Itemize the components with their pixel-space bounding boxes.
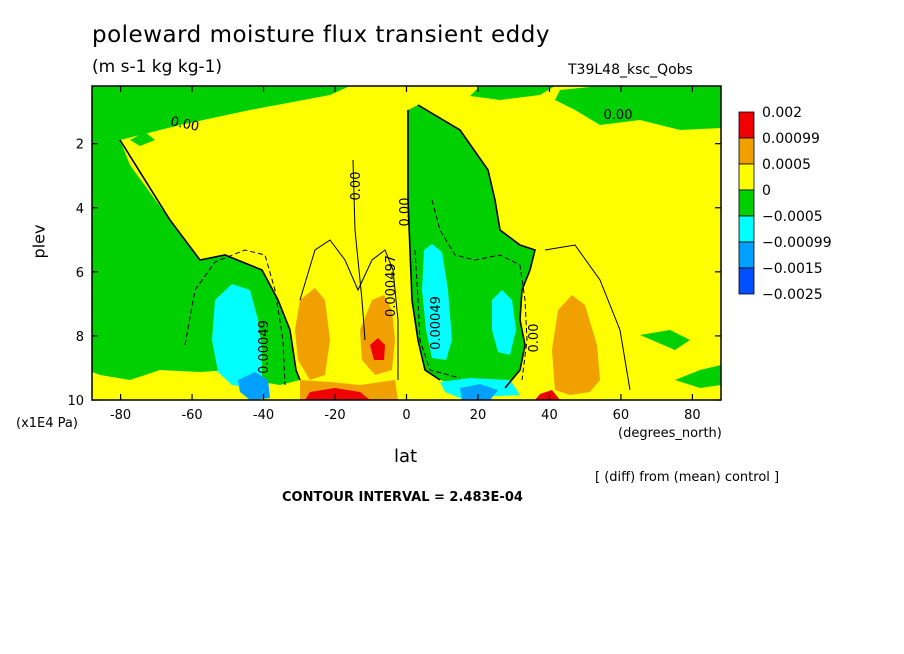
fill-green-right-edge — [640, 330, 690, 350]
x-axis-units: (degrees_north) — [618, 426, 722, 441]
contour-fill-layer — [92, 86, 721, 400]
x-tick-label: 40 — [541, 408, 558, 423]
x-tick-label: 60 — [613, 408, 630, 423]
run-label: T39L48_ksc_Qobs — [568, 62, 693, 78]
fill-red-south-core — [370, 338, 385, 360]
fill-cyan-north-a — [422, 244, 452, 360]
colorbar-swatch — [738, 163, 755, 191]
colorbar-swatch — [738, 137, 755, 165]
colorbar-swatch — [738, 215, 755, 243]
contour-line-neg-eq — [414, 249, 461, 379]
x-tick-label: 20 — [470, 408, 487, 423]
fill-green-top-right — [555, 86, 721, 130]
colorbar-label: −0.0015 — [762, 261, 823, 277]
fill-orange-south-b — [360, 295, 395, 375]
contour-label: 0.00 — [169, 114, 200, 135]
colorbar-swatch — [738, 111, 755, 139]
fill-green-north-patch — [675, 365, 721, 388]
contour-label: 0.00 — [527, 324, 542, 353]
colorbar-label: −0.0025 — [762, 287, 823, 303]
x-axis: -80 -60 -40 -20 0 20 40 60 80 — [110, 86, 701, 423]
fill-blue-south — [238, 372, 270, 400]
colorbar-label: 0.00099 — [762, 131, 820, 147]
x-tick-label: -60 — [181, 408, 202, 423]
fill-cyan-north-b — [492, 290, 516, 355]
y-axis-units: (x1E4 Pa) — [16, 416, 78, 431]
x-tick-label: -20 — [324, 408, 345, 423]
contour-line-neg-north — [431, 199, 528, 381]
contour-label: 0.00 — [398, 198, 413, 227]
contour-label: 0.00049 — [257, 320, 272, 374]
contour-line-pos-south — [299, 239, 399, 380]
colorbar-swatch — [738, 241, 755, 269]
colorbar-swatch — [738, 189, 755, 217]
contour-line-neg-south — [184, 249, 286, 386]
x-axis-label: lat — [394, 446, 418, 467]
fill-green-top-small — [130, 132, 155, 146]
fill-cyan-south — [212, 284, 262, 388]
contour-label: 0.00 — [349, 172, 364, 201]
colorbar-label: −0.00099 — [762, 235, 832, 251]
colorbar-label: 0 — [762, 183, 771, 199]
chart-title: poleward moisture flux transient eddy — [92, 22, 550, 48]
colorbar-label: 0.0005 — [762, 157, 811, 173]
footer-note: [ (diff) from (mean) control ] — [595, 470, 780, 485]
contour-interval: CONTOUR INTERVAL = 2.483E-04 — [282, 490, 523, 505]
contour-line-pos-north — [544, 244, 631, 391]
contour-line-zero-equator — [407, 110, 441, 381]
fill-orange-south-a — [295, 288, 330, 380]
colorbar: 0.002 0.00099 0.0005 0 −0.0005 −0.00099 −0.001… — [738, 105, 832, 303]
contour-label: 0.000497 — [384, 255, 399, 317]
colorbar-label: −0.0005 — [762, 209, 823, 225]
x-tick-label: 80 — [684, 408, 701, 423]
y-tick-label: 4 — [76, 202, 84, 217]
y-tick-label: 2 — [76, 138, 84, 153]
fill-green-top-mid — [470, 86, 555, 100]
contour-line-ridge-south — [352, 159, 366, 341]
y-tick-label: 6 — [76, 266, 84, 281]
y-tick-label: 8 — [76, 330, 84, 345]
y-axis: 2 4 6 8 10 — [67, 138, 721, 409]
contour-line-zero-north — [417, 104, 536, 389]
y-tick-label: 10 — [67, 394, 84, 409]
fill-orange-north — [552, 295, 600, 395]
contour-labels: 0.00 0.00 0.00 0.00 0.000497 0.00049 0.00 0.000… — [169, 108, 632, 374]
fill-green-south-polar — [92, 86, 350, 385]
colorbar-swatch — [738, 267, 755, 295]
contour-lines — [119, 104, 631, 391]
chart-units: (m s-1 kg kg-1) — [92, 57, 223, 77]
contour-line-zero-south — [119, 139, 301, 381]
x-tick-label: 0 — [402, 408, 410, 423]
fill-red-north-base — [535, 390, 560, 400]
fill-blue-north — [460, 384, 498, 400]
x-tick-label: -80 — [110, 408, 131, 423]
x-tick-label: -40 — [253, 408, 274, 423]
contour-label: 0.00049 — [429, 296, 444, 350]
contour-label: 0.00 — [604, 108, 633, 123]
fill-red-south-base — [305, 388, 370, 400]
colorbar-label: 0.002 — [762, 105, 802, 121]
